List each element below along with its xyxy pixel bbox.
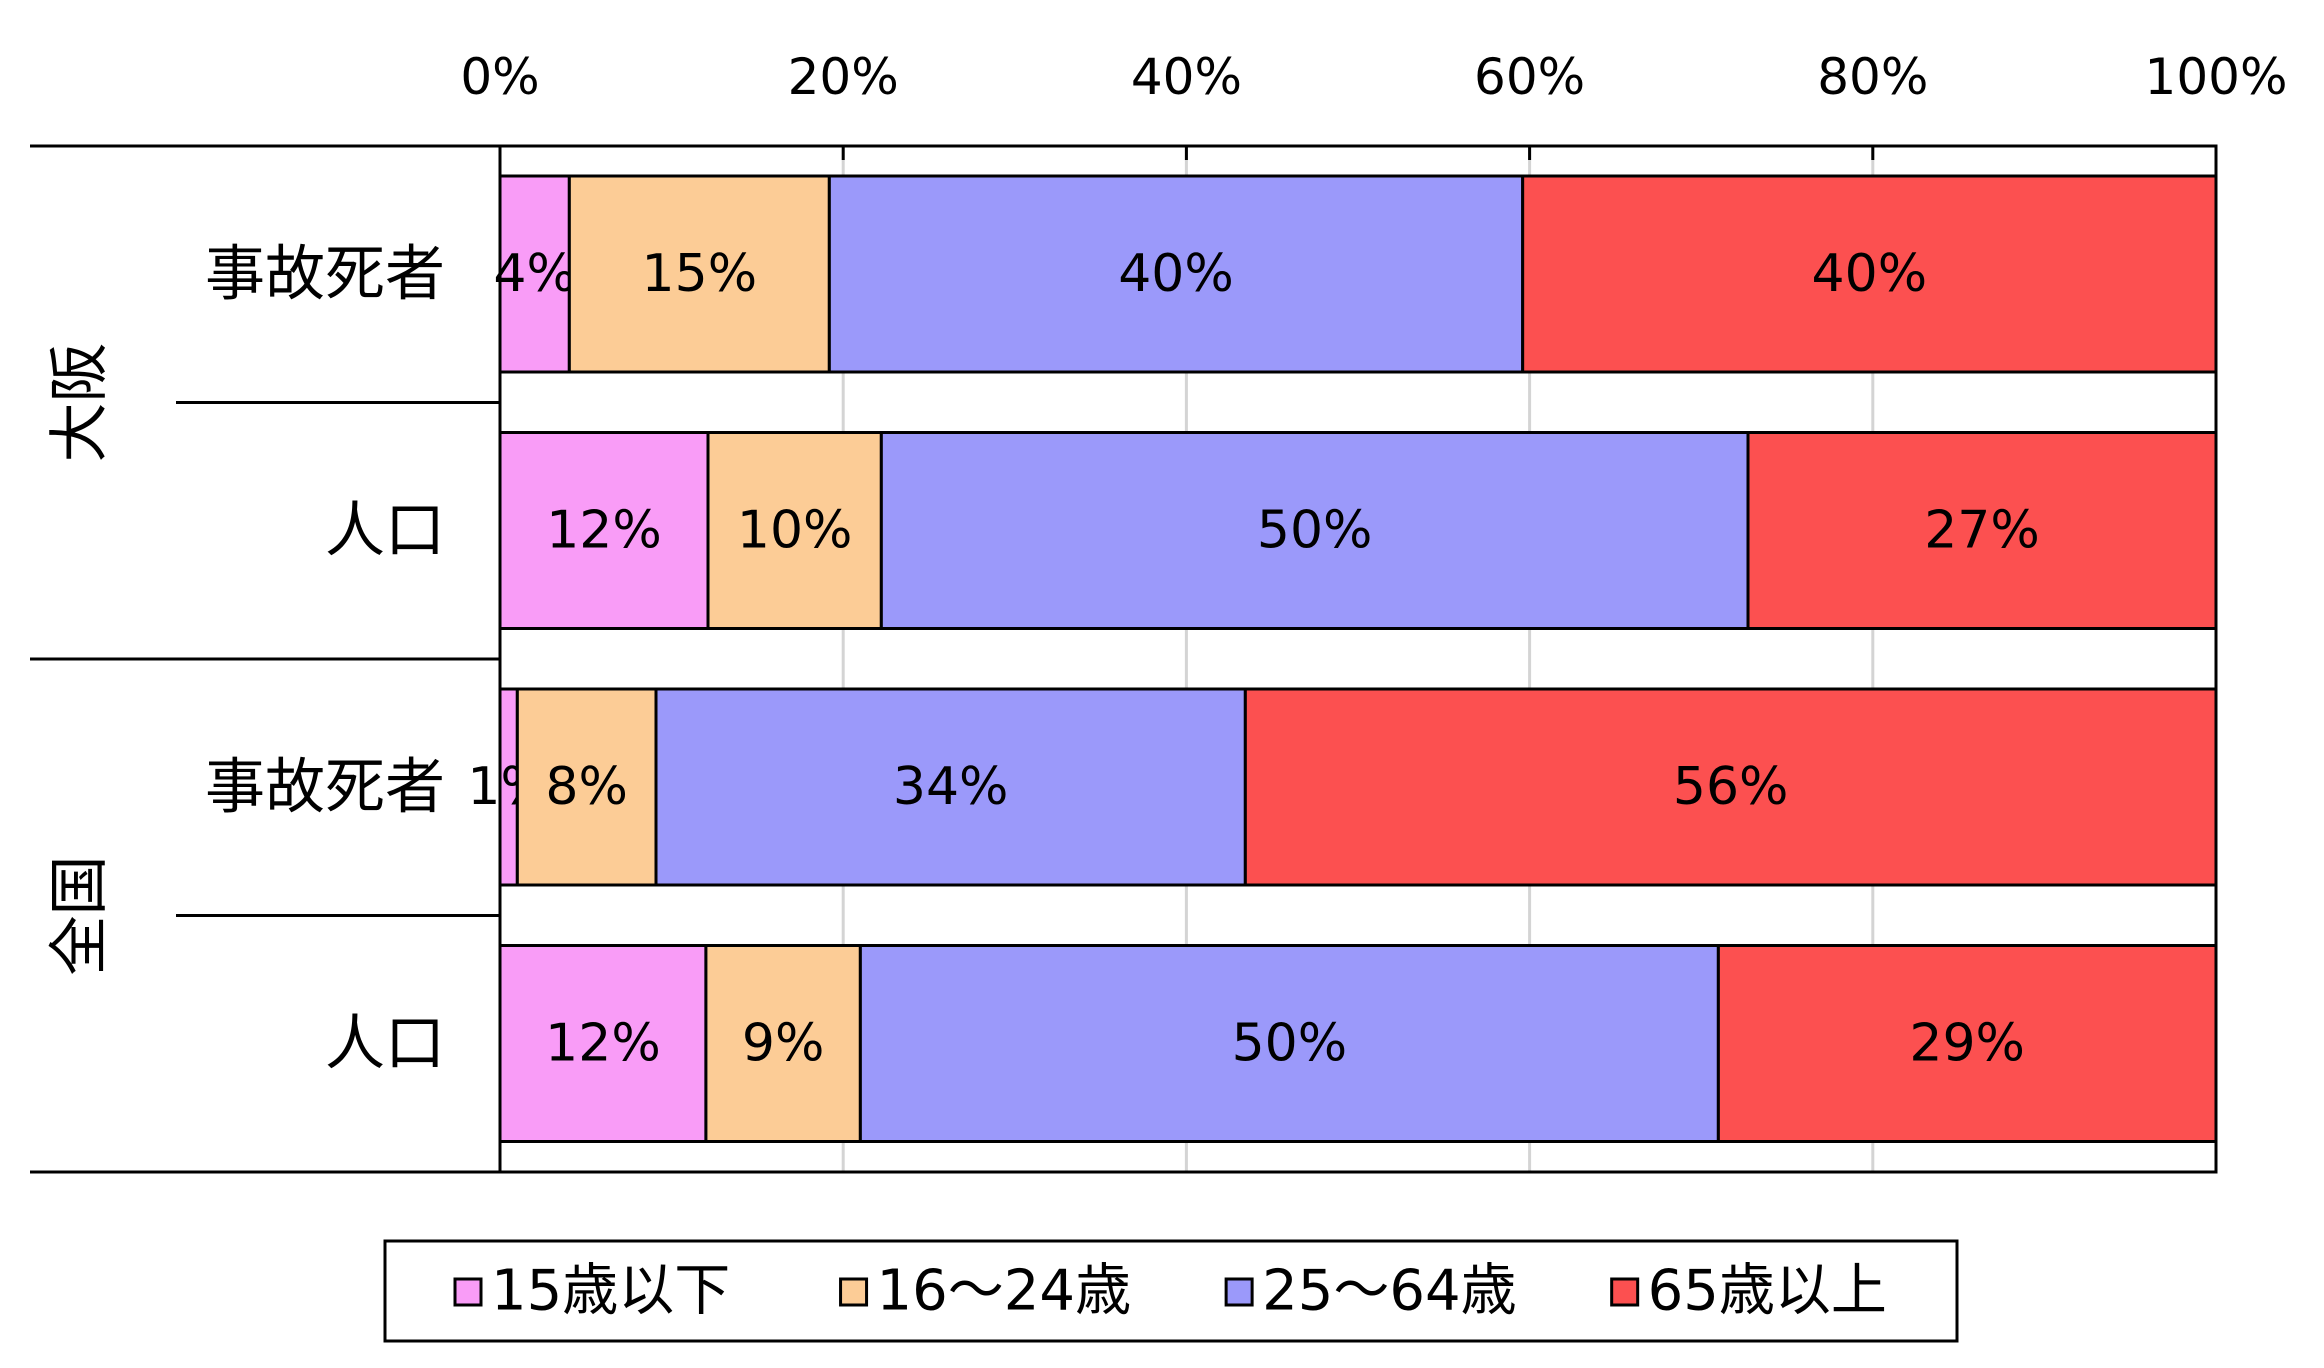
bar-segment xyxy=(858,944,1720,1143)
x-tick-label: 100% xyxy=(2145,48,2288,106)
bar-segment xyxy=(654,687,1247,887)
data-label: 12% xyxy=(545,1014,661,1074)
category-label: 人口 xyxy=(325,496,445,566)
legend-swatch xyxy=(1610,1277,1640,1307)
group-label: 大阪 xyxy=(45,343,115,463)
bar-segment xyxy=(1521,174,2218,374)
bar-segment xyxy=(498,431,710,630)
x-tick-label: 60% xyxy=(1474,48,1585,106)
bars: 4% 15% 40% 40%12% 10% 50% 27%1%8% 34% 56%12% 9% 50… xyxy=(467,174,2218,1143)
legend-label: 25～64歳 xyxy=(1262,1259,1517,1324)
data-label: 27% xyxy=(1924,501,2040,561)
category-label: 事故死者 xyxy=(205,239,445,309)
data-label: 29% xyxy=(1909,1014,2025,1074)
x-tick-label: 80% xyxy=(1817,48,1928,106)
category-label: 事故死者 xyxy=(205,752,445,822)
data-label: 56% xyxy=(1673,757,1789,817)
bar-segment xyxy=(515,687,658,887)
data-label: 34% xyxy=(893,757,1009,817)
legend-label: 65歳以上 xyxy=(1648,1259,1887,1324)
bar-segment xyxy=(498,174,571,374)
category-label: 人口 xyxy=(325,1009,445,1079)
legend-swatch xyxy=(839,1277,869,1307)
bar-segment xyxy=(1716,944,2218,1143)
data-label: 40% xyxy=(1812,244,1928,304)
bar-segment xyxy=(1746,431,2218,630)
legend-swatch xyxy=(1224,1277,1254,1307)
x-tick-label: 0% xyxy=(460,48,539,106)
bar-segment xyxy=(567,174,831,374)
x-tick-label: 40% xyxy=(1131,48,1242,106)
legend-label: 15歳以下 xyxy=(491,1259,730,1324)
data-label: 9% xyxy=(742,1014,825,1074)
bar-segment xyxy=(827,174,1525,374)
legend: 15歳以下 16～24歳 25～64歳 65歳以上 xyxy=(383,1239,1959,1343)
data-label: 12% xyxy=(546,501,662,561)
bar-segment xyxy=(1243,687,2218,887)
data-label: 10% xyxy=(737,501,853,561)
bar-segment xyxy=(704,944,862,1143)
data-label: 8% xyxy=(545,757,628,817)
data-label: 40% xyxy=(1118,244,1234,304)
legend-box xyxy=(383,1239,1959,1343)
legend-label: 16～24歳 xyxy=(877,1259,1132,1324)
legend-swatch xyxy=(453,1277,483,1307)
data-label: 15% xyxy=(642,244,758,304)
bar-segment xyxy=(706,431,883,630)
x-axis-ticks: 0% 20% 40% 60% 80% 100% xyxy=(460,48,2287,106)
data-label: 4% xyxy=(493,244,576,304)
group-label: 全国 xyxy=(45,856,115,976)
data-label: 50% xyxy=(1257,501,1373,561)
bar-segment xyxy=(879,431,1750,630)
data-label: 50% xyxy=(1232,1014,1348,1074)
bar-segment xyxy=(498,944,708,1143)
x-tick-label: 20% xyxy=(788,48,899,106)
